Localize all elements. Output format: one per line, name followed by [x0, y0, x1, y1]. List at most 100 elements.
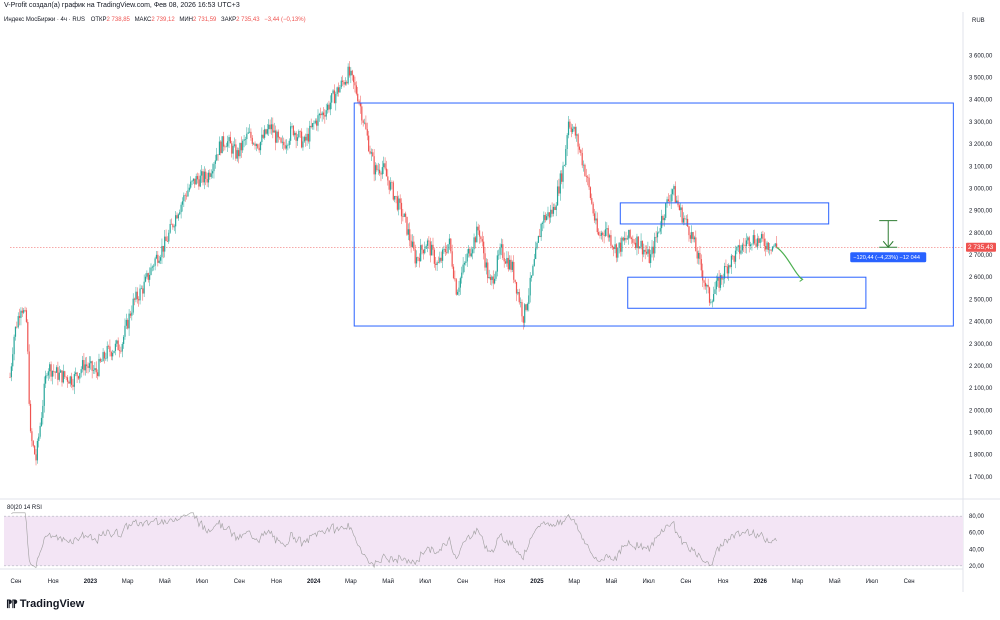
- price-tick-label: 3 500,00: [969, 76, 993, 82]
- drawings[interactable]: [353, 102, 954, 327]
- candle-body: [487, 262, 489, 279]
- candle-body: [758, 238, 760, 243]
- candle-body: [103, 352, 106, 359]
- range-rectangle[interactable]: [619, 202, 830, 225]
- candle-body: [706, 284, 708, 287]
- candle-body: [637, 236, 639, 249]
- candle-body: [136, 291, 138, 300]
- candle-body: [172, 224, 174, 228]
- candle-body: [285, 145, 288, 149]
- candle-body: [504, 261, 507, 264]
- candle-body: [736, 247, 738, 251]
- candle-body: [385, 168, 388, 177]
- candle-body: [262, 134, 264, 138]
- candle-body: [458, 287, 460, 292]
- candle-body: [521, 302, 523, 317]
- candle-body: [244, 139, 247, 140]
- candle-body: [718, 277, 720, 288]
- measure-label-text: −120,44 (−4,23%) −12 044: [853, 255, 920, 261]
- candle-body: [692, 232, 694, 240]
- candle-body: [32, 441, 34, 446]
- time-tick-label: Мар: [568, 579, 580, 585]
- low-label: МИН: [179, 17, 193, 23]
- candle-body: [719, 275, 722, 288]
- time-axis[interactable]: Сен Ноя 2023 Мар Май Июл Сен Ноя 2024 Мар Май Июл Се…: [11, 578, 915, 585]
- symbol-legend[interactable]: Индекс МосБиржи · 4ч · RUS ОТКР2 738,85 …: [4, 17, 306, 23]
- candle-body: [114, 343, 117, 351]
- price-tick-label: 1 700,00: [969, 475, 993, 481]
- candle-body: [105, 358, 107, 360]
- candle-body: [129, 313, 132, 316]
- candle-body: [227, 141, 229, 147]
- candle-body: [242, 140, 244, 151]
- price-tick-label: 2 200,00: [969, 364, 993, 370]
- candle-body: [21, 310, 23, 313]
- candle-body: [288, 140, 290, 146]
- candle-body: [118, 350, 121, 351]
- candle-body: [346, 82, 348, 84]
- candle-body: [607, 228, 609, 238]
- candle-body: [561, 173, 563, 182]
- rsi-pane[interactable]: [4, 512, 963, 569]
- candle-body: [554, 206, 556, 211]
- candle-body: [188, 187, 190, 191]
- chart-frame[interactable]: Индекс МосБиржи · 4ч · RUS ОТКР2 738,85 …: [0, 12, 1000, 592]
- candle-body: [424, 248, 426, 254]
- candle-body: [418, 257, 420, 262]
- candle-body: [614, 244, 616, 250]
- candle-body: [569, 121, 571, 128]
- candle-body: [639, 246, 641, 249]
- candle-body: [216, 154, 218, 161]
- candle-body: [258, 147, 260, 151]
- candle-body: [192, 178, 195, 181]
- candle-body: [177, 214, 179, 219]
- candle-body: [600, 232, 602, 236]
- candle-body: [169, 223, 171, 233]
- candle-body: [503, 257, 505, 262]
- candle-body: [693, 237, 696, 240]
- candle-body: [723, 266, 726, 279]
- range-rectangle[interactable]: [627, 276, 867, 309]
- candle-body: [565, 149, 567, 166]
- candle-body: [159, 257, 162, 261]
- tradingview-logo[interactable]: ⁋⁋ TradingView: [6, 598, 84, 610]
- candle-body: [588, 177, 590, 188]
- candle-body: [95, 368, 97, 373]
- candle-body: [429, 241, 431, 256]
- candle-body: [179, 212, 181, 215]
- candle-body: [81, 360, 84, 370]
- projection-curve[interactable]: [776, 246, 804, 280]
- candle-body: [488, 276, 490, 279]
- candle-body: [771, 246, 774, 251]
- candle-body: [342, 80, 344, 82]
- candle-body: [239, 142, 241, 157]
- candle-body: [476, 226, 478, 243]
- candle-body: [183, 195, 185, 202]
- candle-body: [222, 136, 225, 147]
- candle-body: [399, 198, 401, 203]
- candle-body: [24, 310, 26, 311]
- rsi-axis[interactable]: 80,00 60,00 40,00 20,00: [969, 514, 985, 570]
- rsi-tick-label: 20,00: [969, 564, 985, 570]
- candle-body: [669, 201, 671, 202]
- candle-body: [228, 137, 230, 142]
- time-tick-label: Ноя: [494, 579, 505, 585]
- candle-body: [541, 222, 544, 224]
- candle-body: [266, 129, 268, 134]
- measure-tool[interactable]: [879, 220, 898, 249]
- price-tick-label: 3 000,00: [969, 186, 993, 192]
- candle-body: [329, 102, 331, 110]
- candle-body: [422, 249, 425, 254]
- candle-body: [655, 236, 657, 238]
- candle-body: [726, 266, 728, 274]
- candle-body: [697, 252, 700, 259]
- candle-body: [440, 257, 442, 261]
- candle-body: [44, 375, 47, 384]
- range-rectangle[interactable]: [353, 102, 954, 327]
- candle-body: [162, 245, 164, 252]
- candle-body: [251, 137, 253, 144]
- price-pane[interactable]: [9, 61, 963, 466]
- candle-body: [745, 240, 748, 247]
- price-axis[interactable]: 3 600,00 3 500,00 3 400,00 3 300,00 3 200,00…: [969, 53, 993, 481]
- candle-body: [343, 81, 345, 85]
